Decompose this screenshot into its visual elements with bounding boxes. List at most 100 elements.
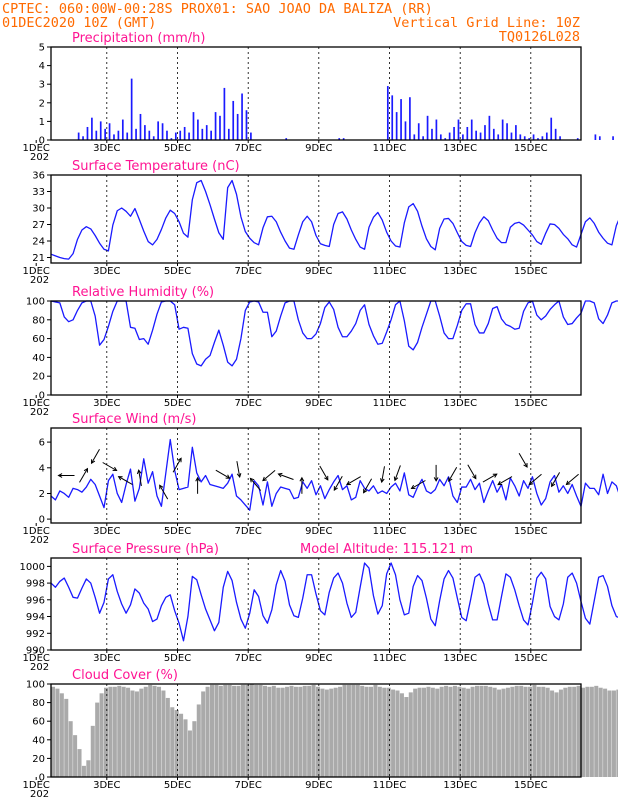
cloud-bar	[408, 692, 413, 777]
precip-bar	[594, 134, 597, 140]
precip-bar	[466, 126, 469, 140]
y-tick-label: 100	[26, 297, 45, 308]
cloud-bar	[183, 719, 188, 777]
wind-vector-head	[299, 476, 305, 482]
y-tick-label: 100	[26, 680, 45, 691]
y-tick-label: 20	[32, 372, 45, 383]
cloud-bar	[68, 721, 73, 777]
x-tick-label: 1DEC	[23, 526, 50, 537]
y-tick-label: 0	[39, 136, 45, 147]
precip-bar	[537, 138, 539, 140]
precip-bar	[232, 100, 235, 140]
temperature-panel: 1DEC 3DEC 5DEC 7DEC 9DEC 11DEC 13DEC 15DEC 202 21…	[23, 159, 618, 286]
wind-vector-head	[393, 476, 399, 482]
cloud-bar	[501, 688, 506, 777]
y-tick-label: 40	[32, 353, 45, 364]
cloud-bar	[214, 684, 219, 777]
x-tick-label: 1DEC	[23, 398, 50, 409]
wind-vector-head	[195, 476, 201, 482]
wind-vector	[467, 464, 477, 479]
precip-bar	[82, 136, 84, 140]
year-fragment: 202	[30, 789, 49, 800]
x-tick-label: 5DEC	[164, 398, 191, 409]
cloud-bar	[391, 689, 396, 777]
y-tick-label: 1000	[20, 562, 45, 573]
cloud-bar	[616, 689, 618, 777]
precip-bar	[413, 134, 416, 140]
cloud-bar	[532, 684, 537, 777]
x-tick-label: 13DEC	[443, 526, 477, 537]
precip-bar	[519, 134, 522, 140]
precip-bar	[475, 130, 477, 140]
precip-bar	[108, 123, 111, 140]
wind-vector	[250, 478, 262, 491]
precip-bar	[126, 132, 129, 140]
wind-vector-head	[57, 473, 63, 478]
cloud-bar	[187, 730, 192, 777]
wind-vector-head	[492, 473, 498, 478]
precip-bar	[492, 128, 495, 140]
precip-bar	[250, 132, 252, 140]
precip-frame	[50, 46, 582, 141]
cloud-bar	[558, 689, 563, 777]
x-tick-label: 7DEC	[235, 526, 262, 537]
wind-vector	[91, 449, 100, 464]
cloud-bar	[594, 685, 599, 777]
x-tick-label: 7DEC	[235, 143, 262, 154]
x-tick-label: 3DEC	[93, 398, 120, 409]
x-tick-label: 15DEC	[514, 780, 548, 791]
wind-vector	[172, 458, 182, 473]
humidity-frame	[50, 300, 582, 396]
cloud-bar	[377, 686, 382, 777]
header-location: CPTEC: 060:00W-00:28S PROX01: SAO JOAO D…	[2, 1, 433, 17]
wind-vector-head	[363, 488, 368, 494]
wind-vector	[159, 485, 169, 500]
wind-vector-head	[177, 457, 182, 463]
x-tick-label: 15DEC	[514, 266, 548, 277]
precip-bar	[488, 115, 491, 140]
cloud-bar	[448, 686, 453, 777]
precip-bar	[550, 117, 553, 140]
precip-bar	[183, 126, 186, 140]
x-tick-label: 1DEC	[23, 780, 50, 791]
precip-bar	[144, 125, 146, 140]
precip-bar	[157, 121, 159, 140]
precip-bar	[161, 123, 164, 140]
cloud-title: Cloud Cover (%)	[72, 668, 178, 683]
x-tick-label: 11DEC	[373, 780, 407, 791]
x-tick-label: 15DEC	[514, 143, 548, 154]
precip-bar	[391, 95, 394, 140]
cloud-bar	[130, 690, 135, 777]
cloud-bar	[364, 686, 369, 777]
cloud-bar	[81, 765, 86, 777]
cloud-bar	[373, 684, 378, 777]
cloud-bar	[333, 687, 338, 777]
cloud-bar	[227, 684, 232, 777]
precip-bar	[506, 123, 508, 140]
cloud-bar	[461, 687, 466, 777]
x-tick-label: 5DEC	[164, 653, 191, 664]
wind-vector	[319, 465, 329, 481]
precip-bar	[470, 119, 473, 140]
cloud-bar	[470, 686, 475, 777]
cloud-bar	[492, 687, 497, 777]
precip-bar	[121, 119, 124, 140]
precip-title: Precipitation (mm/h)	[72, 31, 205, 46]
cloud-bar	[104, 687, 109, 777]
wind-vector-head	[333, 486, 338, 492]
cloud-bar	[161, 690, 166, 777]
cloud-bar	[435, 688, 440, 777]
wind-vector-head	[136, 469, 142, 475]
cloud-bar	[311, 684, 316, 777]
cloud-bar	[386, 687, 391, 777]
cloud-bar	[276, 687, 281, 777]
cloud-bar	[64, 698, 69, 777]
precip-bar	[554, 128, 557, 140]
cloud-bar	[298, 686, 303, 777]
precip-bar	[170, 138, 173, 140]
pressure-panel: 1DEC 3DEC 5DEC 7DEC 9DEC 11DEC 13DEC 15DEC 202 99…	[20, 542, 618, 673]
precip-bar	[285, 138, 288, 140]
precip-bar	[431, 128, 433, 140]
precip-bar	[515, 125, 517, 140]
model-altitude-label: Model Altitude: 115.121 m	[300, 542, 473, 557]
